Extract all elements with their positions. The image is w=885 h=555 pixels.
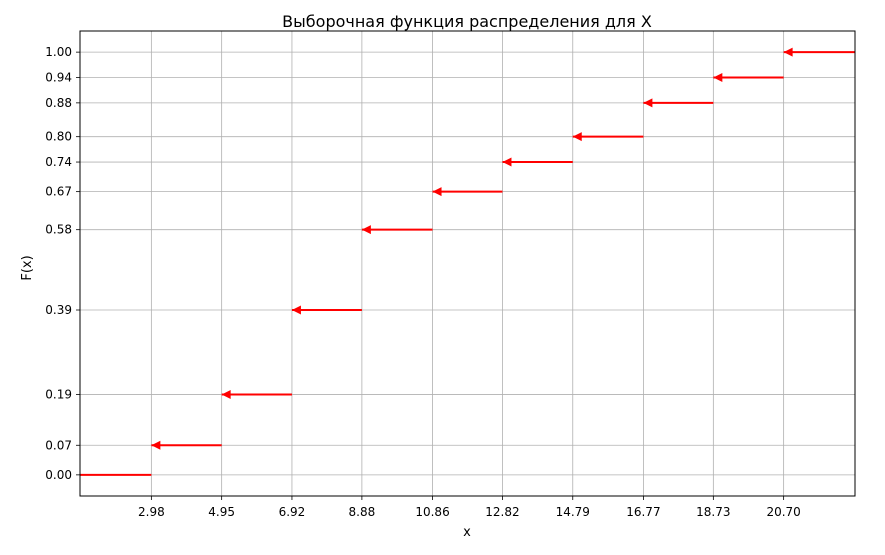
x-tick-label: 16.77	[626, 505, 660, 519]
x-tick-label: 10.86	[415, 505, 449, 519]
y-axis-ticks: 0.00 0.07 0.19 0.39 0.58 0.67 0.74 0.80 0.88 0.94…	[45, 45, 80, 482]
y-tick-label: 0.58	[45, 223, 72, 237]
x-tick-label: 8.88	[349, 505, 376, 519]
x-tick-label: 12.82	[485, 505, 519, 519]
x-tick-label: 18.73	[696, 505, 730, 519]
y-tick-label: 0.94	[45, 71, 72, 85]
y-tick-label: 0.80	[45, 130, 72, 144]
chart-title: Выборочная функция распределения для X	[282, 12, 652, 31]
step-arrowhead	[643, 98, 653, 108]
y-tick-label: 0.67	[45, 185, 72, 199]
step-arrowhead	[291, 305, 301, 315]
x-tick-label: 6.92	[279, 505, 306, 519]
x-tick-label: 4.95	[208, 505, 235, 519]
y-tick-label: 0.39	[45, 303, 72, 317]
x-tick-label: 20.70	[766, 505, 800, 519]
x-axis-ticks: 2.98 4.95 6.92 8.88 10.86 12.82 14.79 16.77 18.7…	[138, 496, 801, 519]
x-tick-label: 2.98	[138, 505, 165, 519]
y-tick-label: 0.19	[45, 388, 72, 402]
step-arrowhead	[572, 132, 582, 142]
step-arrowhead	[361, 225, 371, 235]
step-arrowhead	[151, 440, 161, 450]
grid	[80, 31, 855, 496]
x-axis-label: x	[463, 525, 471, 540]
plot-frame	[79, 30, 856, 497]
y-tick-label: 1.00	[45, 45, 72, 59]
step-arrowhead	[502, 157, 512, 167]
y-tick-label: 0.88	[45, 96, 72, 110]
step-arrowhead	[432, 187, 442, 197]
y-tick-label: 0.74	[45, 155, 72, 169]
y-axis-label: F(x)	[20, 255, 35, 280]
step-arrowhead	[221, 390, 231, 400]
x-tick-label: 14.79	[556, 505, 590, 519]
y-tick-label: 0.07	[45, 438, 72, 452]
step-arrowhead	[713, 73, 723, 82]
y-tick-label: 0.00	[45, 468, 72, 482]
step-arrowhead	[783, 47, 793, 57]
step-series	[80, 47, 855, 476]
